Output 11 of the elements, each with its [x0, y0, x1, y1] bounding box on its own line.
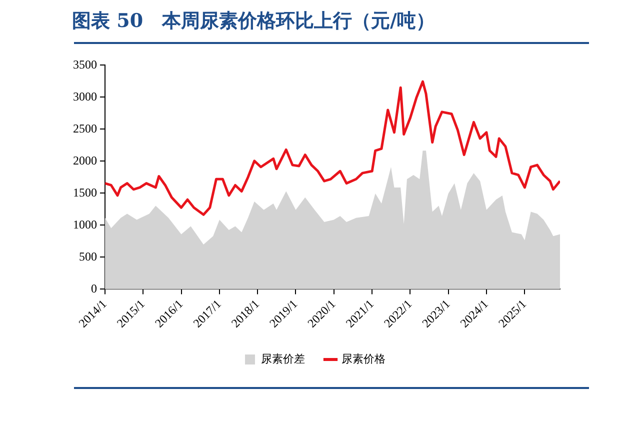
y-tick-label: 2500: [73, 121, 97, 136]
y-tick-label: 1500: [73, 185, 97, 200]
legend-label: 尿素价差: [261, 352, 305, 366]
y-tick-label: 3500: [73, 57, 97, 72]
chart-title: 图表 50 本周尿素价格环比上行（元/吨）: [72, 9, 435, 34]
legend-label: 尿素价格: [342, 352, 386, 366]
y-tick-label: 500: [79, 249, 97, 264]
y-tick-label: 1000: [73, 217, 97, 232]
y-tick-label: 0: [91, 281, 97, 296]
y-tick-label: 3000: [73, 89, 97, 104]
y-tick-label: 2000: [73, 153, 97, 168]
